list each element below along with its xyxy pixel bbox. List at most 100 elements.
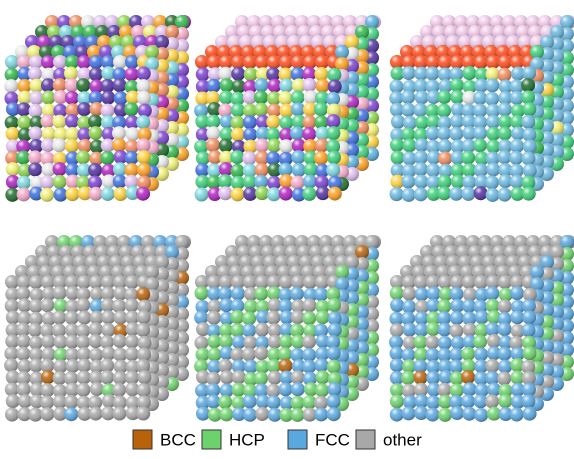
atom-shade [437, 186, 451, 200]
atom-shade [136, 407, 150, 421]
atom-shade [207, 311, 221, 325]
atom-shade [279, 79, 293, 93]
legend-swatch [202, 430, 221, 449]
atom-shade [485, 92, 499, 106]
atom-shade [462, 66, 476, 80]
atom-shade [125, 151, 139, 165]
atom-shade [498, 322, 512, 336]
atom-shade [165, 245, 179, 259]
atom-cube [194, 15, 381, 202]
atom-shade [438, 336, 452, 350]
atom-shade [242, 151, 256, 165]
atom-shade [65, 187, 79, 201]
atom-shade [486, 188, 500, 202]
atom-shade [76, 298, 90, 312]
atom-shade [315, 383, 329, 397]
atom-shade [414, 187, 428, 201]
atom-shade [242, 347, 256, 361]
figure-canvas: BCCHCPFCCother [0, 0, 574, 459]
atom-shade [486, 163, 500, 177]
atom-shade [125, 67, 139, 81]
atom-shade [401, 175, 415, 189]
legend-label: FCC [315, 430, 350, 449]
atom-shade [497, 371, 511, 385]
atom-shade [438, 323, 452, 337]
atom-shade [89, 187, 103, 201]
atom-shade [402, 138, 416, 152]
atom-shade [17, 382, 31, 396]
atom-shade [550, 25, 564, 39]
atom-shade [243, 128, 257, 142]
atom-shade [155, 255, 169, 269]
atom-shade [243, 408, 257, 422]
atom-shade [290, 126, 304, 140]
atom-shade [402, 188, 416, 202]
atom-shade [461, 151, 475, 165]
atom-shade [521, 323, 535, 337]
atom-shade [64, 407, 78, 421]
atom-shade [402, 287, 416, 301]
atom-shade [137, 66, 151, 80]
atom-shade [6, 127, 20, 141]
atom-shade [461, 394, 475, 408]
atom-shade [390, 298, 404, 312]
atom-shade [291, 55, 305, 69]
atom-shade [390, 138, 404, 152]
atom-shade [195, 55, 209, 69]
atom-shade [437, 90, 451, 104]
atom-shade [279, 275, 293, 289]
atom-shade [473, 335, 487, 349]
atom-shade [137, 91, 151, 105]
atom-shade [486, 55, 500, 69]
atom-shade [390, 394, 404, 408]
atom-shade [485, 359, 499, 373]
atom-shade [254, 287, 268, 301]
atom-shade [232, 370, 246, 384]
atom-shade [255, 55, 269, 69]
atom-shade [279, 382, 293, 396]
atom-shade [498, 275, 512, 289]
atom-shade [462, 407, 476, 421]
atom-shade [165, 25, 179, 39]
atom-shade [560, 15, 574, 29]
atom-shade [425, 335, 439, 349]
atom-shade [450, 287, 464, 301]
atom-shade [76, 150, 90, 164]
atom-shade [231, 187, 245, 201]
atom-shade [89, 275, 103, 289]
atom-shade [16, 151, 30, 165]
atom-shade [6, 162, 20, 176]
atom-shade [355, 245, 369, 259]
atom-shade [498, 55, 512, 69]
atom-shade [243, 275, 257, 289]
atom-shade [219, 139, 233, 153]
atom-shade [315, 275, 329, 289]
atom-shade [40, 407, 54, 421]
atom-shade [540, 35, 554, 49]
atom-shade [77, 370, 91, 384]
atom-shade [113, 78, 127, 92]
atom-shade [450, 55, 464, 69]
atom-shade [473, 126, 487, 140]
atom-shade [475, 310, 489, 324]
atom-shade [125, 298, 139, 312]
atom-shade [450, 78, 464, 92]
atom-shade [414, 275, 428, 289]
atom-shade [426, 408, 440, 422]
atom-shade [65, 139, 79, 153]
atom-shade [365, 15, 379, 29]
atom-shade [498, 394, 512, 408]
atom-shade [254, 371, 268, 385]
atom-shade [328, 79, 342, 93]
atom-shade [77, 358, 91, 372]
atom-shade [254, 78, 268, 92]
atom-shade [112, 407, 126, 421]
atom-shade [521, 394, 535, 408]
atom-shade [101, 187, 115, 201]
atom-shade [267, 139, 281, 153]
atom-cube [389, 235, 574, 422]
atom-shade [523, 346, 537, 360]
atom-shade [316, 79, 330, 93]
atom-shade [279, 187, 293, 201]
atom-shade [414, 175, 428, 189]
